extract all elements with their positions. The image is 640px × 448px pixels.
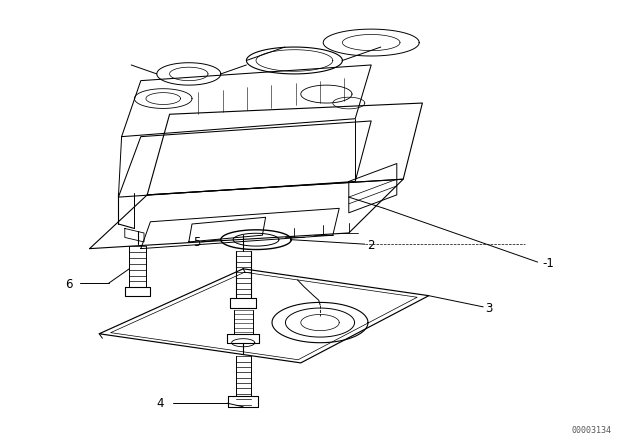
Text: 00003134: 00003134 [571,426,611,435]
Text: 4: 4 [157,396,164,410]
Text: 3: 3 [485,302,493,315]
Text: -1: -1 [543,257,555,270]
Text: 2: 2 [367,239,374,252]
Text: 5: 5 [193,236,200,250]
Text: 6: 6 [65,278,72,291]
